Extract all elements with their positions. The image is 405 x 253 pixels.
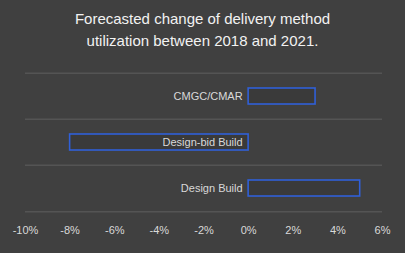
svg-text:-8%: -8% bbox=[60, 224, 80, 236]
svg-text:0%: 0% bbox=[241, 224, 257, 236]
svg-text:Design-bid Build: Design-bid Build bbox=[163, 136, 243, 148]
svg-text:4%: 4% bbox=[330, 224, 346, 236]
svg-text:-6%: -6% bbox=[105, 224, 125, 236]
svg-text:-4%: -4% bbox=[150, 224, 170, 236]
svg-text:-10%: -10% bbox=[13, 224, 39, 236]
svg-text:6%: 6% bbox=[375, 224, 391, 236]
svg-text:-2%: -2% bbox=[194, 224, 214, 236]
html-text:Forecasted change of delivery: Forecasted change of delivery method uti… bbox=[74, 10, 331, 49]
svg-text:2%: 2% bbox=[285, 224, 301, 236]
svg-text:Design Build: Design Build bbox=[181, 182, 243, 194]
svg-text:CMGC/CMAR: CMGC/CMAR bbox=[174, 90, 243, 102]
